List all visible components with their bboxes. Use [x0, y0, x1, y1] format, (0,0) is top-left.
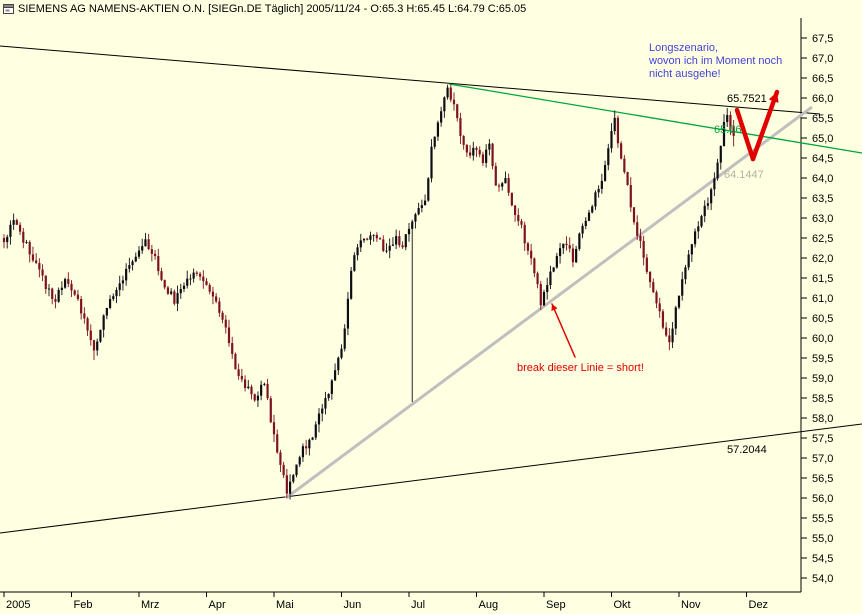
long-scenario-note[interactable]: Longszenario,wovon ich im Moment nochnic…	[648, 42, 782, 80]
title-bar: SIEMENS AG NAMENS-AKTIEN O.N. [SIEGn.DE …	[0, 0, 862, 18]
y-tick-label: 63,0	[812, 213, 833, 225]
green-line-price-label: 65.06	[714, 124, 742, 136]
break-short-note[interactable]: break dieser Linie = short!	[517, 362, 644, 374]
y-tick-label: 57,5	[812, 433, 833, 445]
y-tick-label: 67,5	[812, 33, 833, 45]
x-tick-label: Jun	[344, 599, 362, 611]
y-tick-label: 57,0	[812, 453, 833, 465]
y-tick-label: 54,5	[812, 553, 833, 565]
x-tick-label: Okt	[614, 599, 631, 611]
gray-uptrend-line[interactable]	[285, 105, 813, 500]
y-tick-label: 56,5	[812, 473, 833, 485]
x-tick-label: 2005	[6, 599, 30, 611]
y-tick-label: 56,0	[812, 493, 833, 505]
y-tick-label: 61,5	[812, 273, 833, 285]
candlestick-series	[2, 84, 735, 500]
scenario-rally-arrow-head	[768, 92, 779, 103]
y-tick-label: 58,0	[812, 413, 833, 425]
y-tick-label: 59,5	[812, 353, 833, 365]
y-tick-label: 62,5	[812, 233, 833, 245]
chart-window-icon	[3, 4, 14, 14]
upper-resistance-line[interactable]	[0, 45, 821, 115]
window-title: SIEMENS AG NAMENS-AKTIEN O.N. [SIEGn.DE …	[18, 3, 527, 15]
axes: 67,5 67,0 66,5 66,0 65,5 65,0 64,5 64,0 63,5 63,0…	[0, 18, 833, 611]
x-tick-label: Dez	[749, 599, 769, 611]
x-tick-label: Mai	[276, 599, 294, 611]
y-tick-label: 58,5	[812, 393, 833, 405]
x-tick-label: Sep	[546, 599, 566, 611]
y-tick-label: 65,0	[812, 133, 833, 145]
y-tick-label: 65,5	[812, 113, 833, 125]
x-tick-label: Mrz	[141, 599, 159, 611]
gray-line-price-label: 64.1447	[724, 169, 764, 181]
y-tick-label: 64,0	[812, 173, 833, 185]
y-tick-label: 67,0	[812, 53, 833, 65]
break-line-arrow[interactable]	[551, 303, 576, 358]
y-tick-label: 55,5	[812, 513, 833, 525]
green-resistance-line[interactable]	[448, 83, 862, 154]
y-tick-label: 60,5	[812, 313, 833, 325]
y-tick-label: 64,5	[812, 153, 833, 165]
x-tick-label: Aug	[479, 599, 499, 611]
x-tick-label: Nov	[681, 599, 701, 611]
support-line-price-label: 57.2044	[727, 444, 767, 456]
break-short-note-line: break dieser Linie = short!	[517, 362, 644, 374]
y-tick-label: 60,0	[812, 333, 833, 345]
lower-support-line[interactable]	[0, 423, 862, 534]
scenario-pullback-stroke[interactable]	[734, 107, 756, 162]
long-scenario-note-line: wovon ich im Moment noch	[648, 55, 782, 67]
x-tick-label: Jul	[411, 599, 425, 611]
long-scenario-note-line: nicht ausgehe!	[649, 68, 721, 80]
y-tick-label: 61,0	[812, 293, 833, 305]
y-tick-label: 54,0	[812, 573, 833, 585]
scenario-rally-arrow[interactable]	[750, 89, 780, 162]
y-tick-label: 55,0	[812, 533, 833, 545]
x-tick-label: Feb	[74, 599, 93, 611]
y-tick-label: 66,0	[812, 93, 833, 105]
y-tick-label: 62,0	[812, 253, 833, 265]
recent-high-price-label: 65.7521	[727, 93, 767, 105]
x-tick-label: Apr	[209, 599, 226, 611]
long-scenario-note-line: Longszenario,	[649, 42, 718, 54]
y-tick-label: 66,5	[812, 73, 833, 85]
y-tick-label: 59,0	[812, 373, 833, 385]
y-tick-label: 63,5	[812, 193, 833, 205]
break-line-arrow-head	[551, 304, 558, 311]
